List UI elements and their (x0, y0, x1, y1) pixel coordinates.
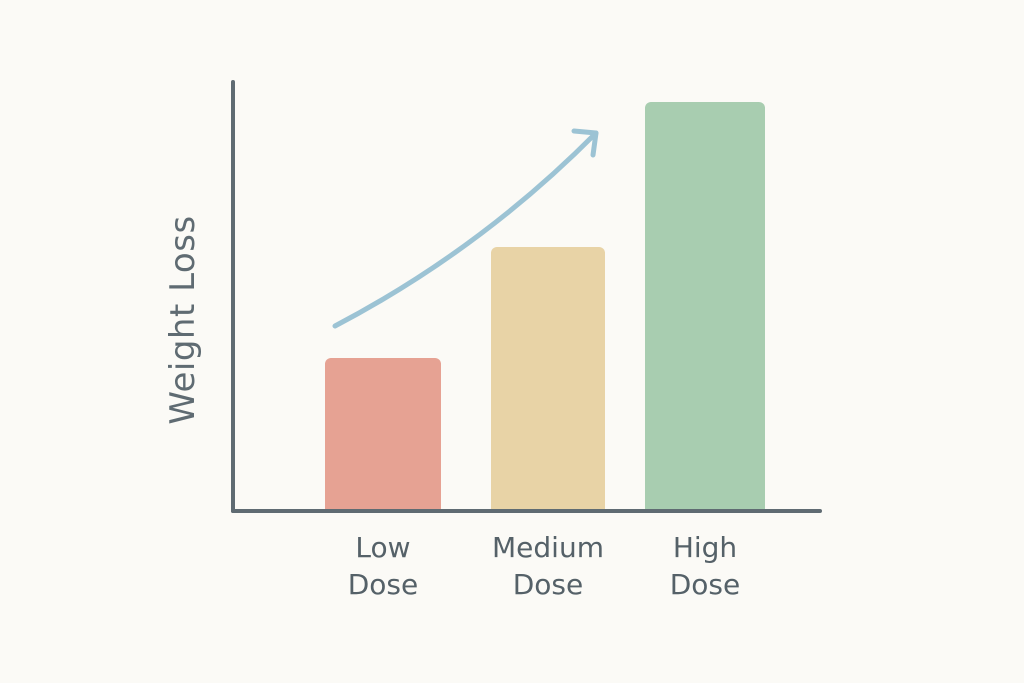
x-tick-label: Medium Dose (492, 531, 604, 601)
bar-low-dose (325, 358, 441, 509)
x-tick-label: High Dose (669, 531, 741, 601)
x-axis (231, 509, 822, 513)
y-axis (231, 80, 235, 513)
x-tick-label: Low Dose (347, 531, 419, 601)
bar-medium-dose (491, 247, 605, 509)
bar-high-dose (645, 102, 765, 509)
